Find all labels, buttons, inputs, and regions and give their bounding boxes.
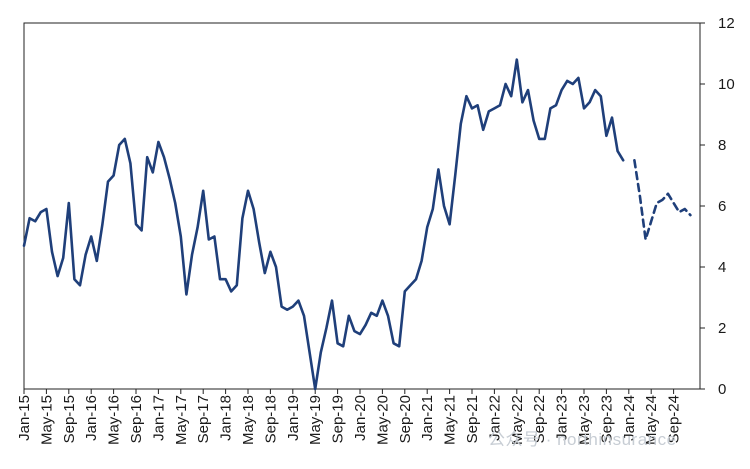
y-tick-label: 4 [718, 259, 726, 276]
y-axis: 0 2 4 6 8 10 12 [700, 15, 735, 398]
y-tick-label: 10 [718, 76, 735, 93]
x-tick-label: May-20 [374, 395, 391, 445]
x-tick-label: Sep-16 [128, 395, 145, 443]
x-axis: Jan-15 May-15 Sep-15 Jan-16 May-16 Sep-16 Jan-… [16, 389, 683, 445]
x-tick-label: Sep-19 [330, 395, 347, 443]
x-tick-label: May-16 [106, 395, 123, 445]
x-tick-label: Jan-23 [554, 395, 571, 441]
x-tick-label: Jan-16 [83, 395, 100, 441]
x-tick-label: Sep-24 [666, 395, 683, 443]
y-tick-label: 0 [718, 381, 726, 398]
x-tick-label: Jan-18 [218, 395, 235, 441]
plot-area-frame [23, 22, 701, 390]
x-tick-label: Jan-24 [621, 395, 638, 441]
y-tick-label: 8 [718, 137, 726, 154]
x-tick-label: Sep-17 [195, 395, 212, 443]
series-line-solid [22, 58, 625, 391]
y-tick-label: 6 [718, 198, 726, 215]
x-tick-label: May-17 [173, 395, 190, 445]
x-tick-label: May-22 [509, 395, 526, 445]
x-tick-label: Sep-21 [464, 395, 481, 443]
series-line-dashed [633, 159, 692, 241]
x-tick-label: May-18 [240, 395, 257, 445]
x-tick-label: May-19 [307, 395, 324, 445]
y-tick-label: 2 [718, 320, 726, 337]
x-tick-label: Jan-21 [419, 395, 436, 441]
x-tick-label: May-24 [643, 395, 660, 445]
x-tick-label: Sep-20 [397, 395, 414, 443]
x-tick-label: Jan-15 [16, 395, 33, 441]
x-tick-label: Sep-15 [61, 395, 78, 443]
x-tick-label: Jan-17 [150, 395, 167, 441]
x-tick-label: Jan-20 [352, 395, 369, 441]
y-tick-label: 12 [718, 15, 735, 32]
x-tick-label: May-21 [442, 395, 459, 445]
x-tick-label: Sep-23 [598, 395, 615, 443]
x-tick-label: May-23 [576, 395, 593, 445]
x-tick-label: Sep-22 [531, 395, 548, 443]
x-tick-label: Jan-22 [486, 395, 503, 441]
x-tick-label: May-15 [38, 395, 55, 445]
watermark-text: 公众号 · northinsurance [488, 430, 677, 449]
series-layer [22, 58, 692, 391]
x-tick-label: Sep-18 [262, 395, 279, 443]
x-tick-label: Jan-19 [285, 395, 302, 441]
